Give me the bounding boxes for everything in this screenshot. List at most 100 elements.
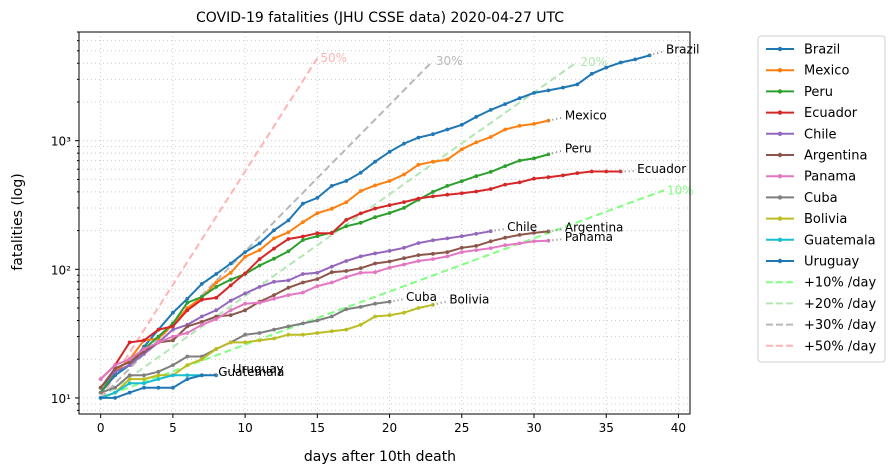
series-line	[100, 239, 549, 380]
data-point	[243, 271, 248, 276]
reference-line-label: 30%	[436, 54, 463, 68]
series-end-label: Argentina	[565, 220, 624, 234]
legend-marker	[777, 46, 783, 52]
data-point	[243, 308, 248, 313]
series-extension	[432, 300, 448, 306]
data-point	[445, 184, 450, 188]
data-point	[373, 301, 377, 306]
data-point	[344, 200, 349, 205]
data-point	[272, 327, 276, 332]
data-point	[214, 280, 219, 285]
data-point	[344, 179, 349, 183]
data-point	[315, 231, 320, 236]
x-tick-label: 40	[671, 421, 686, 435]
data-point	[344, 224, 349, 229]
data-point	[243, 250, 248, 255]
data-point	[373, 206, 377, 211]
data-point	[127, 363, 132, 367]
series-extension	[548, 116, 564, 122]
series-line	[100, 303, 434, 399]
data-point	[329, 264, 334, 269]
series-line	[99, 230, 491, 389]
data-point	[199, 314, 204, 319]
data-point	[546, 229, 551, 234]
series-end-label: Chile	[507, 220, 537, 234]
data-point	[199, 282, 204, 286]
data-point	[286, 237, 291, 241]
data-point	[416, 259, 421, 263]
data-point	[286, 249, 291, 254]
data-point	[156, 334, 161, 339]
data-point	[488, 108, 493, 112]
data-point	[517, 123, 522, 128]
data-point	[243, 332, 248, 337]
data-point	[127, 373, 132, 378]
data-point	[214, 295, 219, 300]
data-point	[633, 57, 637, 62]
data-point	[142, 347, 146, 351]
reference-line	[99, 60, 434, 399]
data-point	[344, 307, 349, 312]
series-line	[100, 374, 202, 399]
legend-entry-label: +10% /day	[804, 276, 877, 291]
data-point	[199, 373, 204, 378]
data-point	[445, 236, 450, 241]
data-point	[344, 218, 349, 222]
y-axis-label: fatalities (log)	[10, 173, 26, 270]
data-point	[431, 238, 435, 243]
reference-line-label: 20%	[580, 55, 607, 69]
data-point	[315, 211, 320, 216]
data-point	[358, 220, 363, 225]
data-point	[488, 239, 493, 244]
data-point	[402, 310, 406, 315]
data-point	[113, 390, 117, 395]
data-point	[214, 347, 219, 351]
data-point	[113, 396, 117, 400]
data-point	[387, 203, 392, 208]
data-point	[127, 340, 132, 345]
data-point	[416, 196, 421, 201]
data-point	[618, 60, 623, 65]
data-point	[416, 241, 421, 246]
data-point	[315, 234, 320, 239]
data-point	[474, 189, 479, 194]
data-point	[503, 127, 507, 132]
data-point	[459, 147, 464, 152]
legend-entry-label: Panama	[804, 170, 856, 185]
data-point	[431, 257, 435, 261]
data-point	[532, 122, 536, 126]
series-line	[99, 119, 549, 389]
data-point	[445, 127, 450, 132]
reference-line	[100, 189, 665, 399]
data-point	[142, 373, 146, 378]
data-point	[416, 306, 421, 310]
legend-marker	[777, 68, 783, 73]
data-point	[272, 279, 276, 284]
data-point	[142, 381, 146, 386]
data-point	[358, 305, 363, 309]
data-point	[387, 259, 392, 264]
data-point	[156, 369, 161, 374]
data-point	[532, 231, 536, 235]
data-point	[387, 211, 392, 215]
data-point	[459, 191, 464, 196]
data-point	[228, 298, 233, 303]
data-point	[257, 300, 262, 305]
series-extension	[548, 228, 564, 233]
data-point	[474, 115, 479, 119]
data-point	[228, 270, 233, 275]
series-extension	[620, 169, 636, 173]
data-point	[431, 251, 435, 256]
legend-entry-label: Cuba	[804, 191, 838, 206]
data-point	[98, 396, 103, 400]
data-point	[272, 336, 276, 341]
data-point	[459, 250, 464, 255]
data-point	[546, 88, 551, 93]
data-point	[272, 256, 276, 261]
data-point	[459, 245, 464, 250]
data-point	[171, 338, 175, 343]
data-point	[286, 278, 291, 283]
data-point	[214, 373, 219, 378]
data-point	[589, 169, 594, 174]
data-point	[517, 233, 522, 237]
